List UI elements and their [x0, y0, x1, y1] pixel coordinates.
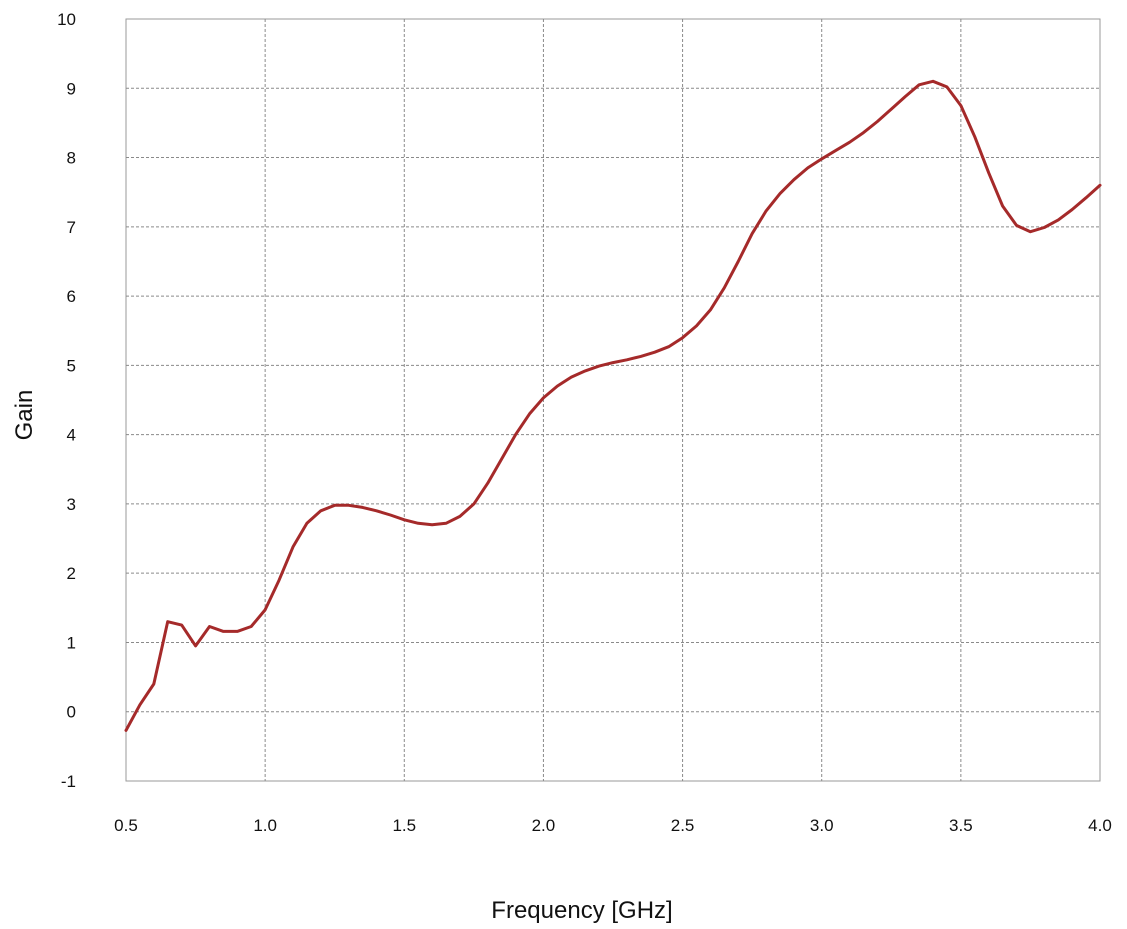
- plot-area: [125, 18, 1101, 782]
- y-axis-ticks: -1 0 1 2 3 4 5 6 7 8 9 10: [57, 10, 76, 791]
- x-tick-label: 1.0: [253, 816, 277, 835]
- x-tick-label: 2.5: [671, 816, 695, 835]
- series-group: [124, 79, 1102, 732]
- x-axis-ticks: 0.5 1.0 1.5 2.0 2.5 3.0 3.5 4.0: [114, 816, 1112, 835]
- y-tick-label: 7: [67, 218, 76, 237]
- y-tick-label: 6: [67, 287, 76, 306]
- x-tick-label: 4.0: [1088, 816, 1112, 835]
- y-tick-label: 4: [67, 426, 76, 445]
- x-tick-label: 2.0: [532, 816, 556, 835]
- y-tick-label: 1: [67, 633, 76, 652]
- y-tick-label: 0: [67, 703, 76, 722]
- x-tick-label: 3.5: [949, 816, 973, 835]
- grid-lines: [126, 19, 1100, 781]
- y-tick-label: 2: [67, 564, 76, 583]
- y-tick-label: 5: [67, 356, 76, 375]
- x-tick-label: 0.5: [114, 816, 138, 835]
- y-tick-label: 8: [67, 149, 76, 168]
- x-tick-label: 3.0: [810, 816, 834, 835]
- gain-series-line: [124, 79, 1102, 732]
- y-tick-label: -1: [61, 772, 76, 791]
- x-tick-label: 1.5: [392, 816, 416, 835]
- y-tick-label: 10: [57, 10, 76, 29]
- y-tick-label: 3: [67, 495, 76, 514]
- y-axis-title: Gain: [11, 390, 38, 441]
- x-axis-title: Frequency [GHz]: [491, 897, 672, 924]
- y-tick-label: 9: [67, 79, 76, 98]
